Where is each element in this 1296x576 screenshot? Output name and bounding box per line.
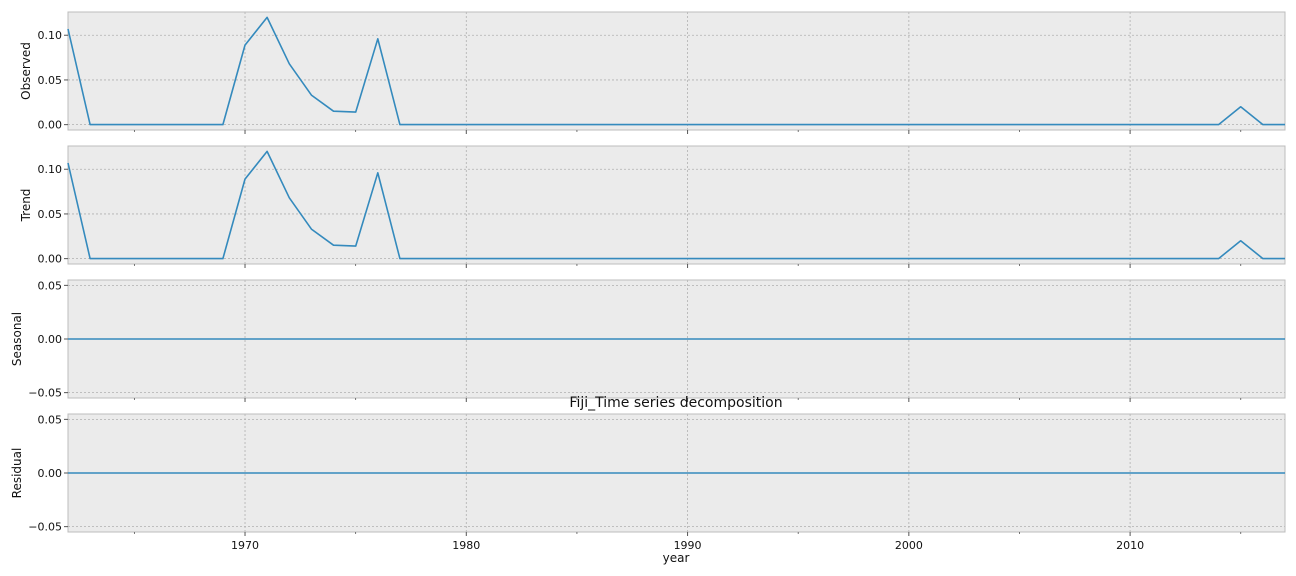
panel-background [68, 146, 1285, 264]
x-tick-label: 1990 [674, 539, 702, 552]
y-axis-label: Trend [19, 189, 33, 223]
panel-border [67, 11, 1286, 131]
panel-background [68, 12, 1285, 130]
panel-trend: 0.00 0.05 0.10 Trend [19, 145, 1286, 268]
series-line [67, 16, 1285, 126]
y-tick-label: −0.05 [28, 387, 62, 400]
panel-seasonal: −0.05 0.00 0.05 Seasonal [10, 279, 1286, 402]
y-axis-label: Seasonal [10, 312, 24, 366]
x-tick-label: 1980 [452, 539, 480, 552]
x-tick-label: 2000 [895, 539, 923, 552]
y-tick-label: 0.05 [38, 413, 63, 426]
y-tick-label: 0.00 [38, 119, 63, 132]
series-line [67, 150, 1285, 260]
panel-observed: 0.00 0.05 0.10 Observed [19, 11, 1286, 134]
y-axis-label: Observed [19, 42, 33, 100]
y-tick-label: 0.10 [38, 163, 63, 176]
y-tick-label: 0.10 [38, 29, 63, 42]
x-axis-label: year [663, 551, 690, 565]
x-tick-label: 1970 [231, 539, 259, 552]
chart-title: Fiji_Time series decomposition [569, 395, 782, 411]
y-tick-label: 0.05 [38, 208, 63, 221]
y-tick-label: 0.05 [38, 279, 63, 292]
y-tick-label: −0.05 [28, 521, 62, 534]
y-tick-label: 0.00 [38, 333, 63, 346]
panel-residual: −0.05 0.00 0.05 Residual 1970 1980 1990 2000 201… [10, 413, 1286, 552]
panel-border [67, 145, 1286, 265]
y-tick-label: 0.00 [38, 467, 63, 480]
y-tick-label: 0.05 [38, 74, 63, 87]
y-axis-label: Residual [10, 448, 24, 499]
y-tick-label: 0.00 [38, 253, 63, 266]
x-tick-label: 2010 [1116, 539, 1144, 552]
